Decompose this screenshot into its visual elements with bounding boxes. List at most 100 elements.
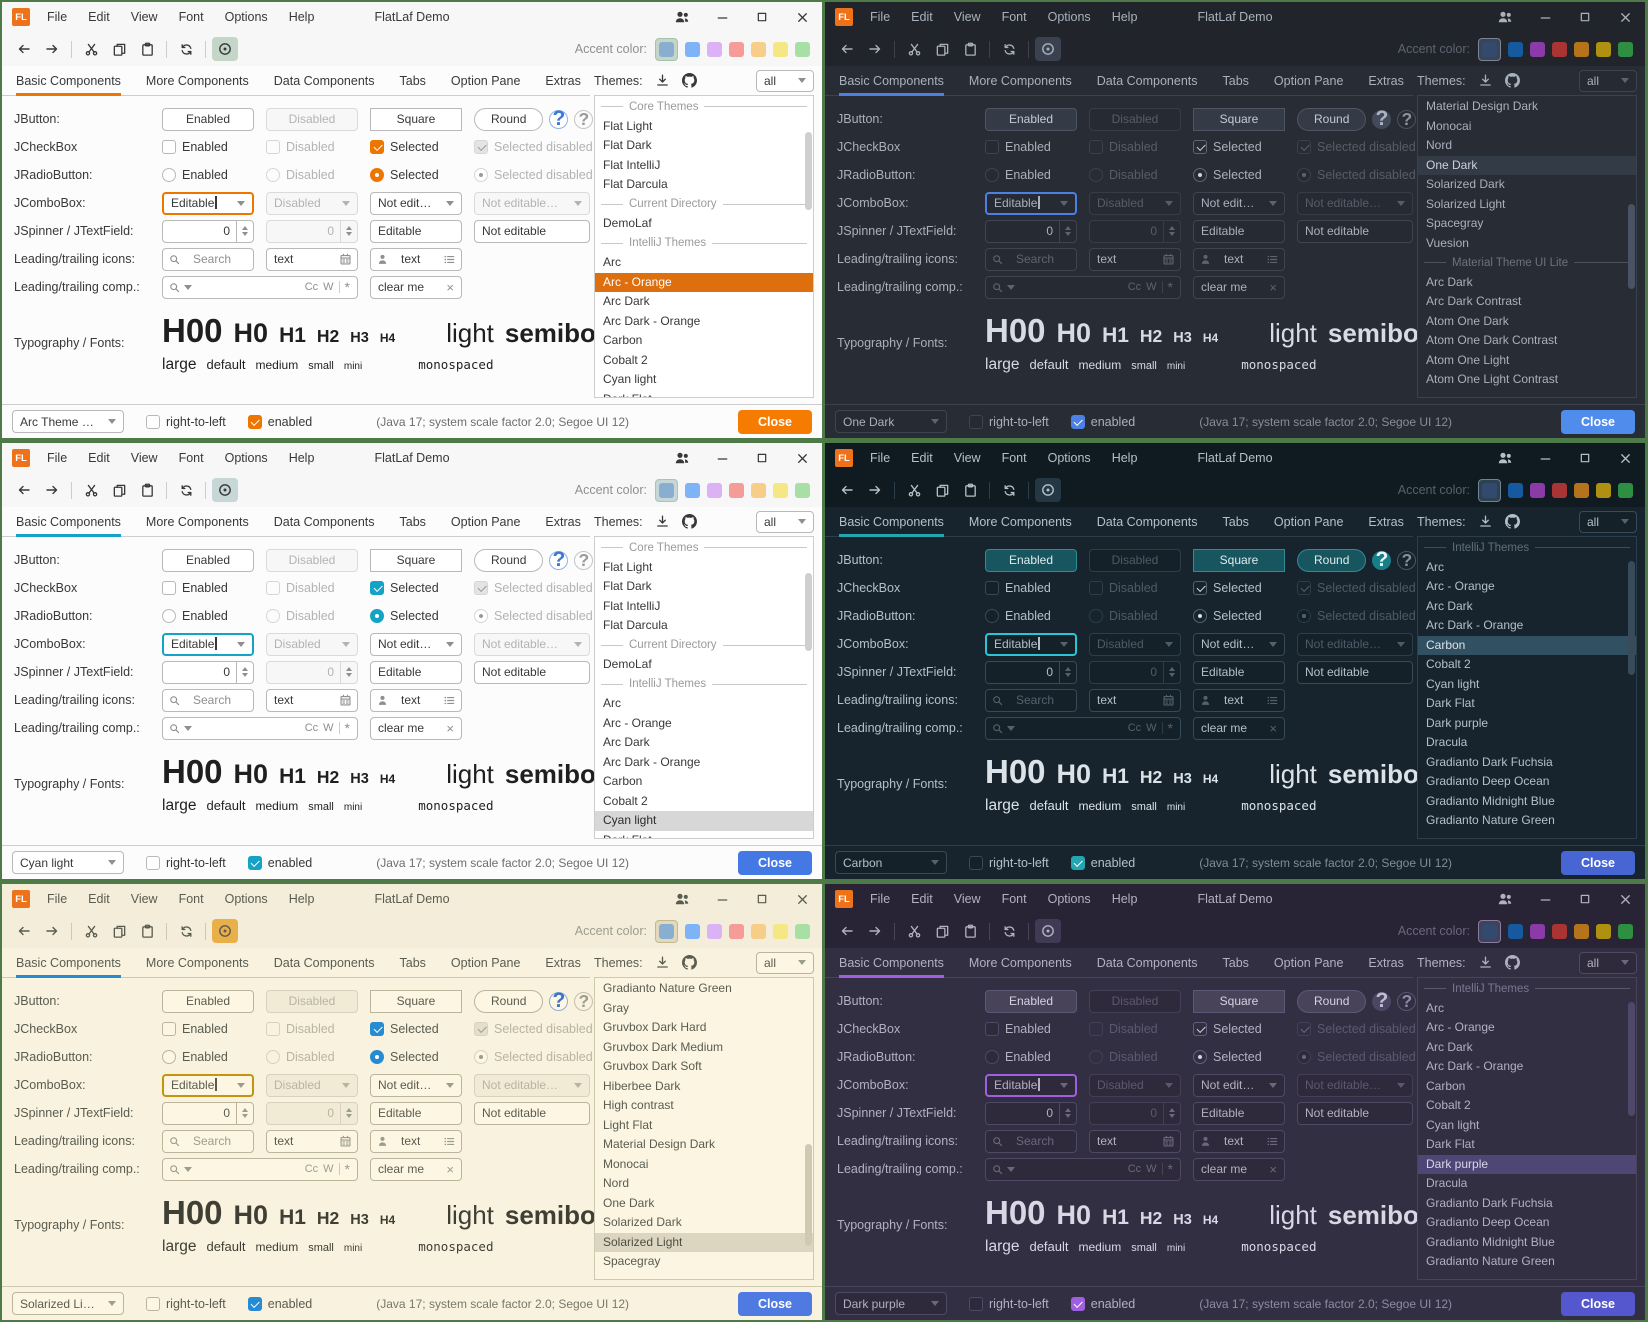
accent-swatch-3[interactable]	[1530, 41, 1545, 57]
chevron-down-icon[interactable]	[1007, 1166, 1016, 1172]
tab-more-components[interactable]: More Components	[968, 955, 1072, 970]
cut-button[interactable]	[78, 478, 104, 502]
themes-filter-combobox[interactable]: all	[756, 69, 814, 92]
calendar-icon[interactable]	[339, 1135, 352, 1148]
textfield-editable[interactable]: Editable	[1193, 219, 1285, 243]
whole-word-toggle[interactable]: W	[323, 281, 334, 293]
accent-swatch-6[interactable]	[773, 923, 788, 939]
help-button-outline[interactable]: ?	[1397, 991, 1417, 1011]
radio-selected[interactable]	[370, 609, 384, 623]
paste-button[interactable]	[134, 478, 160, 502]
tab-extras[interactable]: Extras	[1368, 514, 1404, 529]
regex-toggle[interactable]: *	[344, 720, 350, 736]
clear-icon[interactable]: ×	[1269, 279, 1277, 295]
copy-button[interactable]	[929, 37, 955, 61]
accent-swatch-1[interactable]	[1482, 923, 1497, 939]
combobox-editable[interactable]: Editable	[985, 1073, 1077, 1097]
checkbox-selected[interactable]	[370, 1022, 384, 1036]
chevron-down-icon[interactable]	[108, 1301, 117, 1306]
enabled-checkbox[interactable]: enabled	[247, 855, 312, 870]
checkbox-enabled[interactable]	[162, 1022, 176, 1036]
accent-swatch-5[interactable]	[1574, 41, 1589, 57]
users-icon[interactable]	[1485, 884, 1525, 914]
textfield-editable[interactable]: Editable	[1193, 1101, 1285, 1125]
help-button-outline[interactable]: ?	[1397, 109, 1417, 129]
date-input[interactable]: text	[1089, 688, 1181, 712]
accent-swatch-5[interactable]	[751, 41, 766, 57]
minimize-button[interactable]	[1525, 2, 1565, 32]
spinner[interactable]: 0	[162, 219, 254, 243]
square-button[interactable]: Square	[1193, 548, 1285, 572]
theme-list-item[interactable]: Gradianto Nature Green	[603, 981, 732, 995]
themes-scrollbar-thumb[interactable]	[1628, 561, 1635, 676]
close-button[interactable]: Close	[738, 850, 812, 875]
back-button[interactable]	[834, 478, 860, 502]
refresh-button[interactable]	[996, 478, 1022, 502]
checkbox-unchecked[interactable]	[146, 1296, 160, 1311]
themes-filter-combobox[interactable]: all	[1579, 510, 1637, 533]
spinner[interactable]: 0	[985, 1101, 1077, 1125]
refresh-button[interactable]	[173, 919, 199, 943]
theme-list-item[interactable]: Arc Dark	[1426, 598, 1473, 613]
list-icon[interactable]	[443, 253, 456, 266]
checkbox-checked[interactable]	[247, 1296, 262, 1311]
tab-extras[interactable]: Extras	[545, 514, 581, 529]
theme-list-item[interactable]: Spacegray	[603, 1254, 661, 1268]
textfield-editable[interactable]: Editable	[370, 1101, 462, 1125]
accent-swatch-3[interactable]	[707, 482, 722, 498]
chevron-down-icon[interactable]	[1269, 200, 1278, 206]
chevron-down-icon[interactable]	[108, 419, 117, 424]
chevron-down-icon[interactable]	[237, 1082, 246, 1088]
help-button[interactable]: ?	[549, 107, 569, 130]
menu-font[interactable]: Font	[1001, 451, 1027, 465]
theme-list-item[interactable]: Cyan light	[1426, 1117, 1480, 1132]
accent-swatch-4[interactable]	[729, 923, 744, 939]
show-hints-toggle[interactable]	[212, 37, 238, 61]
match-case-toggle[interactable]: Cc	[1127, 281, 1142, 293]
accent-swatch-7[interactable]	[795, 41, 810, 57]
search-input[interactable]: Search	[162, 688, 254, 712]
enabled-button[interactable]: Enabled	[985, 989, 1077, 1013]
cut-button[interactable]	[901, 919, 927, 943]
refresh-button[interactable]	[173, 37, 199, 61]
checkbox-checked[interactable]	[1070, 414, 1085, 429]
menu-file[interactable]: File	[870, 10, 891, 24]
forward-button[interactable]	[862, 919, 888, 943]
clearable-input[interactable]: clear me ×	[370, 716, 462, 740]
accent-swatch-2[interactable]	[685, 41, 700, 57]
show-hints-toggle[interactable]	[1035, 37, 1061, 61]
menu-edit[interactable]: Edit	[911, 892, 933, 906]
copy-button[interactable]	[106, 478, 132, 502]
spinner[interactable]: 0	[985, 219, 1077, 243]
forward-button[interactable]	[39, 37, 65, 61]
checkbox-unchecked[interactable]	[969, 414, 983, 429]
accent-swatch-1[interactable]	[1482, 41, 1497, 57]
match-case-toggle[interactable]: Cc	[1127, 722, 1142, 734]
theme-list-item[interactable]: Cyan light	[603, 372, 657, 386]
menu-view[interactable]: View	[130, 451, 158, 465]
chevron-down-icon[interactable]	[108, 860, 117, 865]
theme-list-item[interactable]: Arc	[1426, 559, 1444, 574]
checkbox-enabled[interactable]	[162, 581, 176, 595]
maximize-button[interactable]	[742, 443, 782, 473]
chevron-down-icon[interactable]	[798, 960, 807, 965]
right-to-left-checkbox[interactable]: right-to-left	[969, 414, 1049, 429]
spinner-arrows[interactable]	[1059, 220, 1076, 242]
accent-swatch-1[interactable]	[659, 41, 674, 57]
close-button[interactable]: Close	[1561, 409, 1635, 434]
theme-list-item[interactable]: High contrast	[603, 1098, 674, 1112]
enabled-button[interactable]: Enabled	[162, 548, 254, 572]
search-with-options-input[interactable]: Cc W *	[162, 1157, 358, 1181]
list-icon[interactable]	[1266, 253, 1279, 266]
themes-filter-combobox[interactable]: all	[1579, 69, 1637, 92]
chevron-down-icon[interactable]	[446, 1082, 455, 1088]
theme-combobox[interactable]: Cyan light	[12, 851, 124, 874]
close-window-button[interactable]	[782, 443, 822, 473]
checkbox-unchecked[interactable]	[146, 855, 160, 870]
theme-list-item[interactable]: Arc Dark - Orange	[603, 313, 701, 328]
paste-button[interactable]	[134, 37, 160, 61]
help-button[interactable]: ?	[1372, 989, 1392, 1012]
theme-list-item[interactable]: Gradianto Deep Ocean	[1426, 774, 1550, 788]
chevron-down-icon[interactable]	[1621, 960, 1630, 965]
date-input[interactable]: text	[266, 247, 358, 271]
